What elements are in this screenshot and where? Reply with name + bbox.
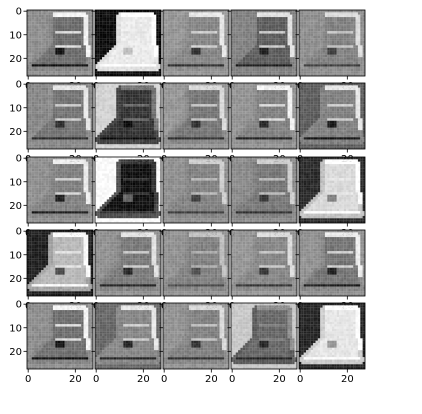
feature-map-image — [27, 83, 93, 149]
feature-map-image — [231, 83, 297, 149]
y-tick-label-10: 10 — [9, 250, 22, 261]
x-tick-label-20: 20 — [137, 374, 150, 385]
y-tick-label-0: 0 — [16, 7, 22, 18]
feature-map-image — [231, 10, 297, 76]
feature-map-image — [95, 157, 161, 223]
feature-map-image — [299, 230, 365, 296]
x-tick-label-20: 20 — [205, 374, 218, 385]
y-tick-label-0: 0 — [16, 227, 22, 238]
feature-map-image — [27, 157, 93, 223]
y-tick-label-0: 0 — [16, 154, 22, 165]
feature-map-image — [95, 83, 161, 149]
feature-map-image — [299, 303, 365, 369]
feature-map-image — [27, 230, 93, 296]
y-tick-label-20: 20 — [9, 274, 22, 285]
x-tick-label-0: 0 — [297, 374, 303, 385]
feature-map-image — [27, 303, 93, 369]
y-tick-label-20: 20 — [9, 201, 22, 212]
x-tick-label-0: 0 — [161, 374, 167, 385]
feature-map-image — [163, 303, 229, 369]
feature-map-image — [231, 230, 297, 296]
feature-map-image — [299, 157, 365, 223]
y-tick-label-10: 10 — [9, 177, 22, 188]
y-tick-label-0: 0 — [16, 300, 22, 311]
feature-map-image — [163, 83, 229, 149]
y-tick-label-20: 20 — [9, 347, 22, 358]
x-tick-label-0: 0 — [25, 374, 31, 385]
x-tick-label-20: 20 — [69, 374, 82, 385]
y-tick-label-20: 20 — [9, 127, 22, 138]
x-tick-label-20: 20 — [273, 374, 286, 385]
y-tick-label-10: 10 — [9, 30, 22, 41]
panel-grid: 0102002002002002002001020020020020020020… — [9, 7, 365, 385]
x-tick-label-20: 20 — [341, 374, 354, 385]
feature-map-image — [231, 157, 297, 223]
x-tick-label-0: 0 — [93, 374, 99, 385]
feature-map-image — [163, 10, 229, 76]
feature-map-image — [299, 83, 365, 149]
feature-map-image — [95, 10, 161, 76]
feature-map-image — [299, 10, 365, 76]
feature-map-image — [95, 303, 161, 369]
feature-map-image — [163, 230, 229, 296]
y-tick-label-20: 20 — [9, 54, 22, 65]
y-tick-label-10: 10 — [9, 103, 22, 114]
feature-map-image — [231, 303, 297, 369]
x-tick-label-0: 0 — [229, 374, 235, 385]
feature-map-image — [95, 230, 161, 296]
y-tick-label-10: 10 — [9, 323, 22, 334]
y-tick-label-0: 0 — [16, 80, 22, 91]
feature-map-image — [27, 10, 93, 76]
feature-map-image — [163, 157, 229, 223]
